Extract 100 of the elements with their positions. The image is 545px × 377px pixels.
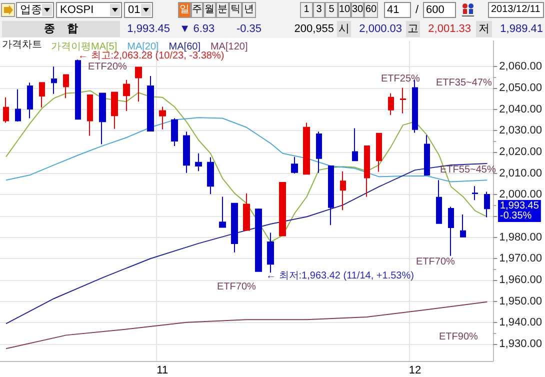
tab: 년 [242,2,256,18]
button: 5 [325,2,338,18]
dropdown: 01 [124,2,153,18]
tab: 일 [178,2,191,18]
text: MA[120] [210,42,248,52]
y-tick-label: 2,010.00 [499,167,542,180]
candlestick [159,106,166,130]
candlestick [376,132,382,172]
tab: 분 [216,2,229,18]
candlestick [147,75,154,132]
text: 가격이평MA[5] [51,42,118,52]
candlestick [328,166,334,226]
candlestick [171,118,178,146]
button: 3 [313,2,325,18]
annotation: ETF20% [88,62,128,72]
y-tick-label: 1,960.00 [499,274,542,286]
x-tick-label: 11 [156,364,168,376]
candlestick [352,128,358,162]
annotation: ETF70% [416,256,456,268]
candlestick [316,131,322,174]
text: 200,955 [293,22,334,37]
text-field: 600 [423,2,456,18]
text: ▼ 6.93 [178,22,216,37]
y-tick-label: 2,040.00 [499,103,542,116]
annotation: ← 최저:1,963.42 (11/14, +1.53%) [266,270,414,282]
candlestick [51,66,57,94]
candlestick [340,170,346,211]
y-tick-label: 2,030.00 [499,124,542,137]
candlestick [472,186,478,201]
text: MA[20] [127,42,160,52]
text: 2,000.03 [358,22,402,37]
candlestick [183,131,190,174]
text: 종 합 [2,21,120,37]
dropdown: 업종 [16,2,54,18]
candlestick [135,66,142,102]
candlestick [388,92,394,116]
y-tick-label: 1,930.00 [499,338,542,350]
text-field: 2013/12/11 [488,2,544,18]
candlestick [207,156,214,195]
text: -0.35 [235,22,263,37]
text: 2,001.33 [427,22,471,37]
candlestick [303,122,310,175]
x-tick-label: 12 [408,364,422,376]
y-tick-label: 2,050.00 [499,82,542,94]
annotation: ETF70% [217,282,256,292]
tab: 틱 [229,2,242,18]
candlestick [243,192,250,231]
y-tick-label: 1,950.00 [499,295,542,308]
text: 고 [406,21,420,37]
dropdown: KOSPI [56,2,122,18]
tab: 월 [203,2,216,18]
y-tick-label: 1,940.00 [499,316,542,329]
y-tick-label: 2,020.00 [499,146,542,158]
candlestick [15,88,21,122]
candlestick [291,156,298,174]
candlestick [219,196,226,228]
text: 시 [337,21,351,37]
candlestick [123,79,130,112]
candlestick [255,208,262,272]
button: 10 [338,2,351,18]
candlestick [436,180,442,224]
button: 1 [300,2,313,18]
line-series [6,301,488,350]
candlestick [87,94,93,136]
annotation: ← 최고:2,063.28 (10/23, -3.38%) [78,50,224,62]
candlestick [39,82,45,108]
candlestick [400,87,406,114]
y-tick-label: 2,000.00 [499,188,542,201]
text: 1,993.45 -0.35% [500,200,540,222]
button: 60 [364,2,378,18]
candlestick [267,232,274,274]
candlestick [75,59,81,120]
tab: 주 [191,2,203,18]
text: 저 [476,21,492,37]
candlestick [3,96,9,124]
candlestick [460,214,466,238]
annotation: ETF35~47% [436,78,492,88]
candlestick [231,202,238,253]
text: 1,993.45 [126,22,170,37]
candlestick [364,145,370,198]
y-tick-label: 1,980.00 [499,231,542,244]
button: 30 [351,2,364,18]
chart-title: 가격차트 [2,40,42,50]
text: / [414,3,420,18]
annotation: ETF25% [381,74,420,84]
text: MA[60] [168,42,201,52]
y-tick-label: 2,060.00 [499,60,542,73]
candlestick [195,152,202,172]
text-field: 41 [384,2,411,18]
y-tick-label: 1,970.00 [499,252,542,265]
text: 1,989.41 [499,22,543,37]
candlestick [63,74,69,99]
candlestick [448,206,454,256]
candlestick [484,191,490,218]
candlestick [424,134,430,176]
candlestick [279,182,286,236]
candlestick [99,92,106,145]
candlestick [111,92,118,130]
annotation: ETF90% [439,332,478,342]
candlestick [27,82,33,119]
